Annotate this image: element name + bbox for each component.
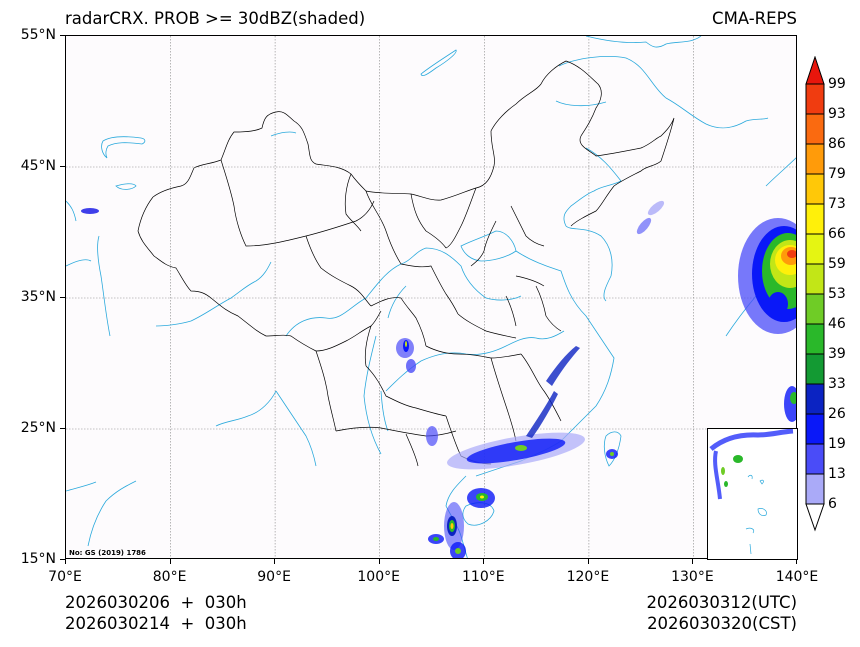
lon-tick-120e: 120°E: [566, 569, 610, 585]
colorbar-label-46: 46: [828, 316, 846, 332]
lat-tickmark: [60, 559, 65, 560]
lat-tick-45n: 45°N: [20, 158, 56, 174]
valid-time-utc: 2026030312(UTC): [646, 593, 797, 612]
colorbar-label-19: 19: [828, 436, 846, 452]
south-china-sea-inset: [707, 428, 798, 560]
colorbar-label-33: 33: [828, 376, 846, 392]
lon-tick-140e: 140°E: [775, 569, 819, 585]
lon-tick-80e: 80°E: [152, 569, 187, 585]
colorbar-label-73: 73: [828, 196, 846, 212]
lon-tickmark: [587, 559, 589, 564]
colorbar-extend-min: [805, 503, 825, 532]
lon-tickmark: [692, 559, 694, 564]
map-panel: [65, 35, 797, 559]
colorbar-label-13: 13: [828, 466, 846, 482]
colorbar-label-79: 79: [828, 166, 846, 182]
model-name: CMA-REPS: [712, 9, 797, 28]
map-svg: [66, 36, 796, 558]
gridlines: [66, 36, 796, 558]
lon-tickmark: [796, 559, 797, 564]
colorbar-label-66: 66: [828, 226, 846, 242]
coastlines-rivers: [66, 36, 796, 558]
province-borders: [137, 60, 675, 467]
colorbar-label-59: 59: [828, 256, 846, 272]
lat-tick-15n: 15°N: [20, 551, 56, 567]
lon-tickmark: [65, 559, 66, 564]
colorbar-label-26: 26: [828, 406, 846, 422]
lat-tick-35n: 35°N: [20, 289, 56, 305]
lat-tickmark: [60, 166, 65, 167]
colorbar: [805, 55, 825, 536]
colorbar-label-99: 99: [828, 76, 846, 92]
init-time-utc: 2026030206 + 030h: [65, 593, 247, 612]
inset-svg: [709, 428, 794, 555]
lat-tickmark: [60, 297, 65, 298]
colorbar-label-93: 93: [828, 106, 846, 122]
colorbar-label-86: 86: [828, 136, 846, 152]
init-time-cst: 2026030214 + 030h: [65, 614, 247, 633]
colorbar-svg: [805, 55, 825, 532]
lon-tickmark: [378, 559, 380, 564]
lon-tick-70e: 70°E: [48, 569, 82, 585]
lon-tickmark: [483, 559, 485, 564]
probability-shading: [81, 200, 796, 558]
colorbar-label-53: 53: [828, 286, 846, 302]
chart-title: radarCRX. PROB >= 30dBZ(shaded): [65, 9, 366, 28]
colorbar-label-39: 39: [828, 346, 846, 362]
valid-time-cst: 2026030320(CST): [647, 614, 797, 633]
lat-tickmark: [60, 428, 65, 429]
lat-tick-55n: 55°N: [20, 27, 56, 43]
lat-tick-25n: 25°N: [20, 420, 56, 436]
lon-tick-90e: 90°E: [257, 569, 291, 585]
colorbar-label-6: 6: [828, 496, 837, 512]
lon-tick-130e: 130°E: [671, 569, 714, 585]
lat-tickmark: [60, 35, 65, 36]
colorbar-extend-max: [805, 55, 825, 85]
lon-tickmark: [274, 559, 276, 564]
lon-tick-100e: 100°E: [357, 569, 400, 585]
map-review-number: No: GS (2019) 1786: [69, 549, 146, 557]
lon-tickmark: [169, 559, 171, 564]
lon-tick-110e: 110°E: [462, 569, 505, 585]
